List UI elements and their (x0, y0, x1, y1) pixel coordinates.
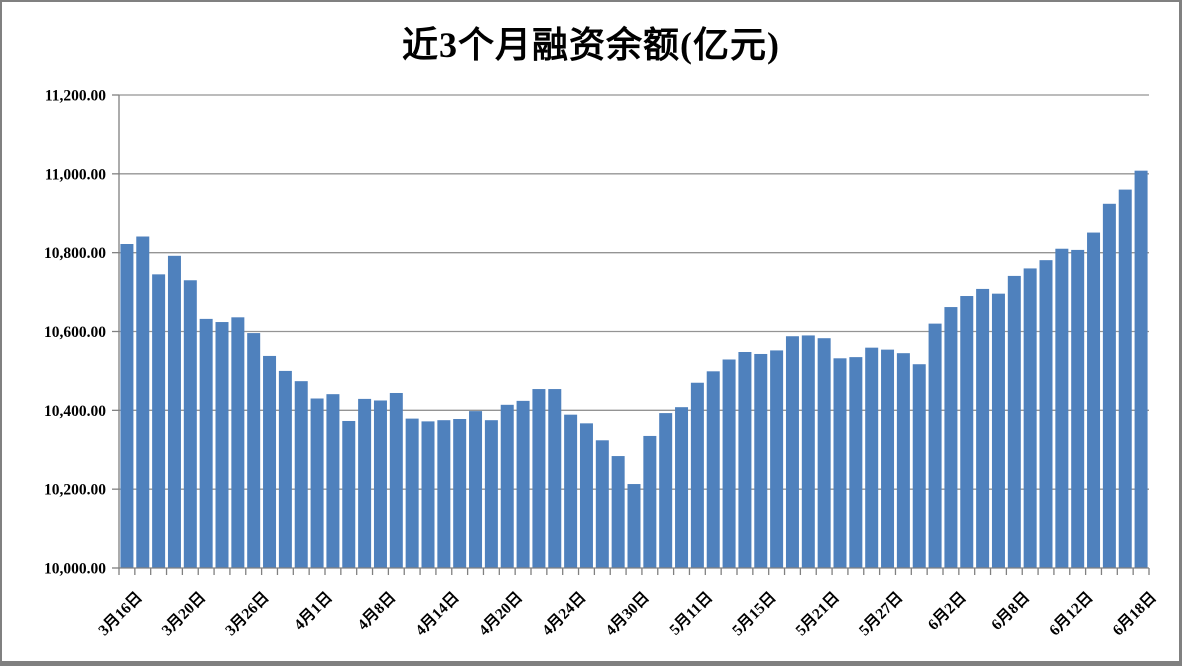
chart-title: 近3个月融资余额(亿元) (402, 25, 780, 65)
x-axis-label: 5月11日 (666, 588, 716, 638)
bar (373, 400, 387, 568)
x-axis-label: 4月14日 (412, 588, 463, 639)
y-axis-label: 10,800.00 (44, 245, 106, 262)
bar (326, 394, 340, 568)
bar (564, 414, 578, 568)
bar (183, 280, 197, 568)
bar (944, 307, 958, 568)
bar (1087, 232, 1101, 568)
x-axis-label: 4月24日 (538, 588, 589, 639)
x-axis-label: 5月15日 (728, 588, 779, 639)
bar (247, 333, 261, 568)
bar (1134, 170, 1148, 568)
y-axis-label: 10,000.00 (44, 561, 106, 578)
bar (1118, 189, 1132, 568)
bar (136, 236, 150, 568)
bar (881, 349, 895, 568)
bar (817, 338, 831, 568)
x-axis-label: 4月30日 (602, 588, 653, 639)
bar (706, 371, 720, 568)
bar (263, 355, 277, 568)
bar (437, 420, 451, 568)
bar (231, 317, 245, 568)
x-axis-label: 6月8日 (988, 588, 1034, 634)
bar (167, 255, 181, 568)
bar (849, 357, 863, 568)
bar (722, 359, 736, 568)
bar (469, 411, 483, 568)
bar (453, 419, 467, 568)
bar (342, 420, 356, 568)
x-axis-label: 3月20日 (158, 588, 209, 639)
bar (215, 322, 229, 568)
bar (912, 364, 926, 568)
bar (358, 398, 372, 568)
bar (690, 382, 704, 568)
x-axis-label: 4月8日 (354, 588, 400, 634)
bar (278, 370, 292, 568)
bar (833, 358, 847, 568)
y-axis-label: 10,600.00 (44, 324, 106, 341)
x-axis-label: 6月12日 (1045, 588, 1096, 639)
bar (754, 353, 768, 568)
bar (1023, 268, 1037, 568)
bar (1102, 203, 1116, 569)
y-axis-label: 10,200.00 (44, 482, 106, 499)
bar (801, 335, 815, 568)
bar (659, 413, 673, 568)
bar (421, 421, 435, 568)
bar (865, 347, 879, 568)
x-axis-label: 5月21日 (792, 588, 843, 639)
bar (928, 323, 942, 568)
bar (484, 420, 498, 568)
y-axis-label: 10,400.00 (44, 403, 106, 420)
bar (896, 353, 910, 568)
y-axis-label: 11,000.00 (45, 166, 106, 183)
bar (991, 293, 1005, 568)
bar (770, 350, 784, 568)
x-axis-label: 4月1日 (290, 588, 336, 634)
bar (389, 392, 403, 568)
bar (199, 318, 213, 568)
x-axis-label: 5月27日 (855, 588, 906, 639)
y-axis-label: 11,200.00 (45, 88, 106, 105)
bar (500, 404, 514, 568)
bar (976, 288, 990, 568)
bar (643, 435, 657, 568)
bar (785, 336, 799, 568)
bar (548, 389, 562, 568)
bar (960, 296, 974, 568)
bar (611, 456, 625, 568)
bar (532, 389, 546, 568)
bar (1007, 275, 1021, 568)
bar (595, 440, 609, 568)
bar (310, 398, 324, 568)
bar (294, 381, 308, 568)
bar (1039, 260, 1053, 568)
bar (1071, 249, 1085, 568)
bar (627, 484, 641, 568)
bar (405, 418, 419, 568)
bar (738, 352, 752, 568)
bar (120, 244, 134, 568)
bar (152, 274, 166, 568)
bar (675, 407, 689, 568)
x-axis-label: 3月26日 (221, 588, 272, 639)
x-axis-label: 4月20日 (475, 588, 526, 639)
bar (579, 423, 593, 568)
x-axis-label: 6月2日 (924, 588, 970, 634)
bar (516, 400, 530, 568)
x-axis-label: 3月16日 (95, 588, 146, 639)
bar (1055, 248, 1069, 569)
x-axis-label: 6月18日 (1109, 588, 1160, 639)
